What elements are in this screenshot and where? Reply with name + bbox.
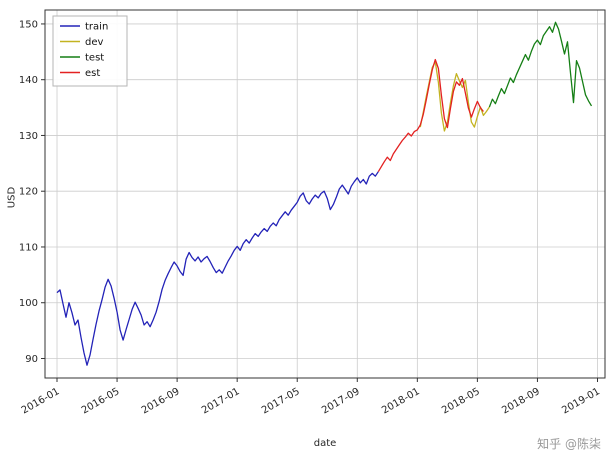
- y-tick-label: 140: [19, 75, 38, 86]
- x-tick-label: 2017-01: [200, 386, 242, 416]
- legend-label-dev: dev: [85, 37, 104, 48]
- series-line-test: [488, 21, 593, 108]
- x-tick-label: 2017-09: [320, 386, 362, 416]
- x-tick-label: 2019-01: [560, 386, 602, 416]
- x-tick-label: 2017-05: [260, 386, 302, 416]
- legend-label-est: est: [85, 68, 100, 79]
- plot-frame: [44, 9, 606, 379]
- series-line-est: [377, 58, 484, 173]
- y-tick-label: 90: [25, 354, 38, 365]
- y-tick-label: 110: [19, 242, 38, 253]
- legend: [52, 15, 128, 87]
- x-axis-label: date: [313, 438, 337, 449]
- x-tick-label: 2016-01: [20, 386, 62, 416]
- x-tick-label: 2018-09: [500, 386, 542, 416]
- x-tick-label: 2018-01: [380, 386, 422, 416]
- y-tick-label: 100: [19, 298, 38, 309]
- x-tick-label: 2016-05: [80, 386, 122, 416]
- y-tick-label: 120: [19, 187, 38, 198]
- x-tick-label: 2016-09: [140, 386, 182, 416]
- legend-label-train: train: [85, 22, 108, 33]
- y-axis-label: USD: [6, 186, 18, 209]
- legend-label-test: test: [85, 53, 104, 64]
- watermark: 知乎 @陈柒: [537, 437, 601, 451]
- y-tick-label: 150: [19, 19, 38, 30]
- y-tick-label: 130: [19, 131, 38, 142]
- series-line-train: [56, 171, 379, 366]
- x-tick-label: 2018-05: [440, 386, 482, 416]
- series-line-dev: [419, 61, 490, 132]
